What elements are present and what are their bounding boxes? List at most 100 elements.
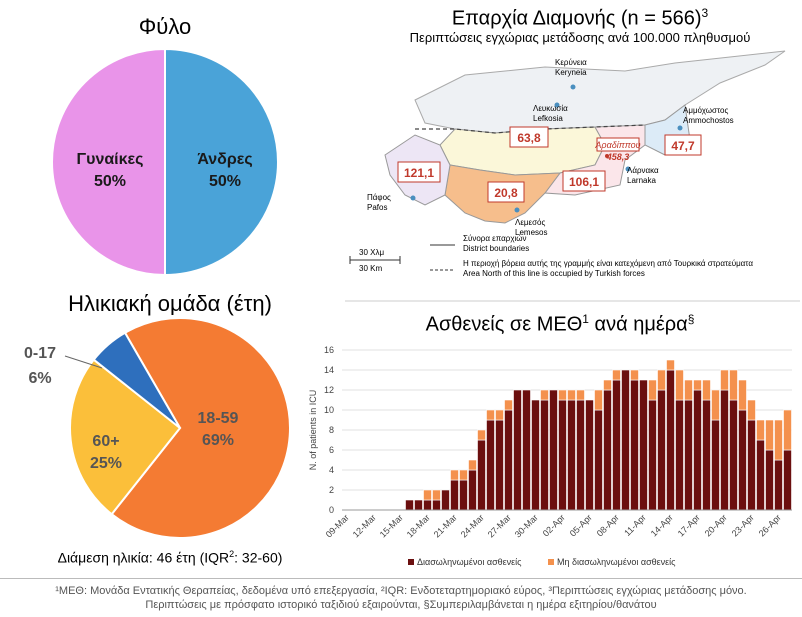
bar-non-intubated xyxy=(495,409,504,421)
city-dot-keryneia xyxy=(570,84,576,90)
bar-intubated xyxy=(729,399,738,511)
bar-non-intubated xyxy=(756,419,765,441)
y-tick-label: 16 xyxy=(324,345,334,355)
city-dot-lemesos xyxy=(514,207,520,213)
pie-pct: 50% xyxy=(209,173,241,190)
x-tick-label: 12-Mar xyxy=(351,512,378,539)
bar-non-intubated xyxy=(738,379,747,411)
map-title: Επαρχία Διαμονής (n = 566)3 xyxy=(360,6,800,31)
x-tick-label: 08-Apr xyxy=(595,512,621,538)
bar-non-intubated xyxy=(783,409,792,451)
bar-intubated xyxy=(756,439,765,511)
pie-slice-0-17 xyxy=(92,331,181,429)
x-tick-label: 17-Apr xyxy=(676,512,702,538)
x-tick-label: 26-Apr xyxy=(757,512,783,538)
bar-intubated xyxy=(783,449,792,511)
footnote-line1: ¹ΜΕΘ: Μονάδα Εντατικής Θεραπείας, δεδομέ… xyxy=(55,585,747,597)
pie-pct: 50% xyxy=(94,173,126,190)
x-tick-label: 14-Apr xyxy=(649,512,675,538)
bar-non-intubated xyxy=(603,379,612,391)
x-tick-label: 18-Mar xyxy=(405,512,432,539)
x-tick-label: 20-Apr xyxy=(703,512,729,538)
value-lemesos: 20,8 xyxy=(494,186,518,200)
bar-non-intubated xyxy=(477,429,486,441)
legend-non-intubated: Μη διασωληνωμένοι ασθενείς xyxy=(557,557,676,567)
bar-non-intubated xyxy=(774,419,783,461)
bar-non-intubated xyxy=(693,379,702,391)
scale-gr: 30 Χλμ xyxy=(359,248,384,257)
median-age: Διάμεση ηλικία: 46 έτη (IQR2: 32-60) xyxy=(20,549,320,566)
bar-intubated xyxy=(540,399,549,511)
bar-intubated xyxy=(441,489,450,511)
bar-intubated xyxy=(468,469,477,511)
bar-intubated xyxy=(459,479,468,511)
cluster-value: 458,3 xyxy=(606,152,630,162)
y-tick-label: 10 xyxy=(324,405,334,415)
bar-non-intubated xyxy=(468,459,477,471)
bar-intubated xyxy=(585,399,594,511)
city-lemesos-en: Lemesos xyxy=(515,228,547,237)
bar-non-intubated xyxy=(702,379,711,401)
bar-intubated xyxy=(657,389,666,511)
bar-non-intubated xyxy=(504,399,513,411)
city-lemesos-gr: Λεμεσός xyxy=(515,218,545,227)
city-ammochostos-en: Ammochostos xyxy=(683,116,734,125)
gender-title: Φύλο xyxy=(138,14,192,39)
y-tick-label: 2 xyxy=(329,485,334,495)
age-pie: 18-59 69% 60+ 25% 0-17 6% xyxy=(24,318,291,539)
footnote-line2: Περιπτώσεις με πρόσφατο ιστορικό ταξιδιο… xyxy=(145,599,657,611)
age-leader-line xyxy=(64,355,103,369)
icu-title-mid: ανά ημέρα xyxy=(588,313,688,336)
bar-intubated xyxy=(576,399,585,511)
legend-intubated: Διασωληνωμένοι ασθενείς xyxy=(417,557,522,567)
x-tick-label: 15-Mar xyxy=(378,512,405,539)
bar-intubated xyxy=(477,439,486,511)
bar-intubated xyxy=(648,399,657,511)
pie-slice-18-59 xyxy=(110,318,291,539)
bar-non-intubated xyxy=(720,369,729,391)
map-value-lefkosia: 63,8 xyxy=(509,126,549,148)
bar-non-intubated xyxy=(657,369,666,391)
bar-intubated xyxy=(639,379,648,511)
y-tick-label: 14 xyxy=(324,365,334,375)
y-tick-label: 6 xyxy=(329,445,334,455)
bar-non-intubated xyxy=(432,489,441,501)
bar-non-intubated xyxy=(558,389,567,401)
city-larnaka-en: Larnaka xyxy=(627,176,656,185)
value-ammochostos: 47,7 xyxy=(671,139,695,153)
x-tick-label: 11-Apr xyxy=(622,512,648,538)
legend-occupied-gr: Η περιοχή βόρεια αυτής της γραμμής είναι… xyxy=(463,259,753,268)
bar-intubated xyxy=(504,409,513,511)
map-value-larnaka: 106,1 xyxy=(562,170,606,192)
scale-en: 30 Km xyxy=(359,264,382,273)
bar-intubated xyxy=(567,399,576,511)
cyprus-map: 63,8 20,8 106,1 121,1 47,7 Αραδίππου 458… xyxy=(345,50,800,302)
bar-intubated xyxy=(531,399,540,511)
y-axis-label: N. of patients in ICU xyxy=(308,390,318,471)
age-title: Ηλικιακή ομάδα (έτη) xyxy=(68,291,272,316)
legend-boundary-en: District boundaries xyxy=(463,244,529,253)
pie-pct: 6% xyxy=(28,370,51,387)
value-lefkosia: 63,8 xyxy=(517,131,541,145)
bar-non-intubated xyxy=(594,389,603,411)
bar-non-intubated xyxy=(486,409,495,421)
bar-intubated xyxy=(738,409,747,511)
bar-intubated xyxy=(612,379,621,511)
pie-pct: 25% xyxy=(90,455,122,472)
map-value-lemesos: 20,8 xyxy=(487,181,525,203)
legend-occupied-en: Area North of this line is occupied by T… xyxy=(463,269,645,278)
bar-intubated xyxy=(495,419,504,511)
map-title-sup: 3 xyxy=(701,6,709,20)
bar-intubated xyxy=(522,389,531,511)
bar-non-intubated xyxy=(648,379,657,401)
cluster-dot xyxy=(605,154,609,158)
city-dot-lefkosia xyxy=(554,102,560,108)
bar-non-intubated xyxy=(423,489,432,501)
bar-non-intubated xyxy=(540,389,549,401)
x-tick-label: 24-Mar xyxy=(459,512,486,539)
footnote: ¹ΜΕΘ: Μονάδα Εντατικής Θεραπείας, δεδομέ… xyxy=(0,584,802,612)
bar-intubated xyxy=(630,379,639,511)
median-sup: 2 xyxy=(229,549,235,559)
bar-intubated xyxy=(684,399,693,511)
x-tick-label: 05-Apr xyxy=(568,512,594,538)
